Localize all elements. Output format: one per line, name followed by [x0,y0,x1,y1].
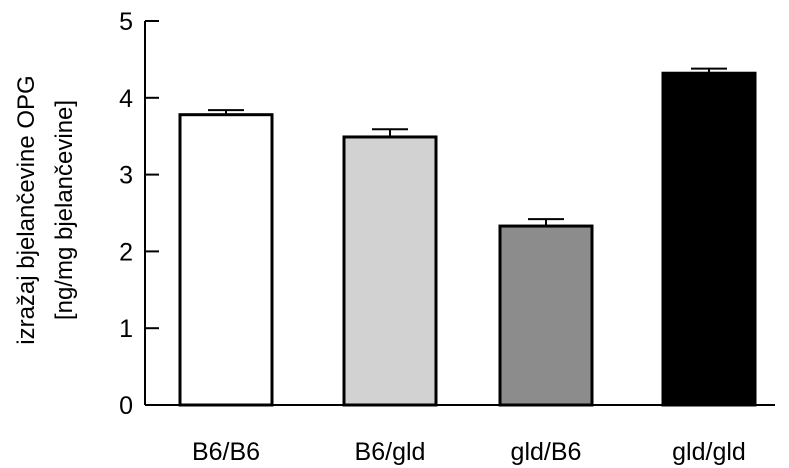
x-tick-label: B6/gld [355,438,426,466]
bar [342,135,438,407]
y-tick-label: 3 [119,162,133,190]
y-tick-label: 0 [119,392,133,420]
y-ticks-group: 0 1 2 3 4 5 [119,8,159,420]
y-tick-label: 1 [119,315,133,343]
y-axis-title-line2: [ng/mg bjelančevine] [51,100,78,320]
x-tick-label: gld/B6 [511,438,582,466]
axes-group [144,21,775,406]
bar [498,224,594,407]
bar [178,113,274,407]
x-tick-label: gld/gld [672,438,746,466]
x-tick-label: B6/B6 [192,438,260,466]
y-axis-title-line1: izražaj bjelančevine OPG [13,75,40,344]
bar [661,71,757,407]
x-labels-group: B6/B6 B6/gld gld/B6 gld/gld [192,438,746,466]
y-axis-title: izražaj bjelančevine OPG [ng/mg bjelanče… [13,75,78,344]
y-tick-label: 4 [119,85,133,113]
y-tick-label: 2 [119,238,133,266]
bars-group [178,67,757,407]
y-tick-label: 5 [119,8,133,36]
